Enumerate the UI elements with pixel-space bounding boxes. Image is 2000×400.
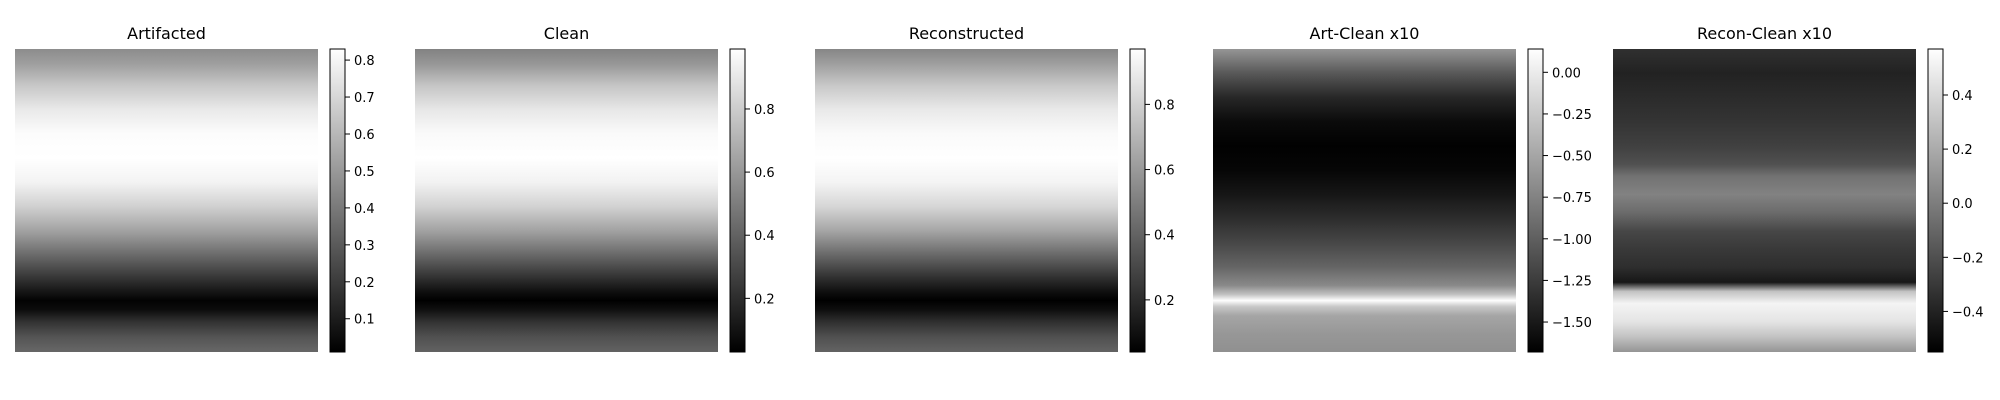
colorbar-tick-label: 0.4 [354,202,375,217]
colorbar-tick-label: 0.1 [354,313,375,328]
colorbar [329,48,346,353]
colorbar-tick-label: 0.2 [754,292,775,307]
colorbar-tick-label: 0.4 [754,229,775,244]
colorbar [1527,48,1544,353]
colorbar-tick-label: −0.2 [1952,251,1984,266]
colorbar-tick-label: 0.0 [1952,197,1973,212]
panel-2: Clean 0.2 0.4 0.6 0.8 [415,24,775,353]
colorbar-tick-label: 0.4 [1952,89,1973,104]
panel-title: Reconstructed [909,24,1024,43]
colorbar-tick-label: 0.2 [1952,143,1973,158]
colorbar-tick-label: 0.6 [754,166,775,181]
colorbar-tick-label: 0.2 [354,276,375,291]
colorbar-tick-label: 0.3 [354,239,375,254]
panel-title: Clean [544,24,589,43]
colorbar-tick-label: 0.6 [354,128,375,143]
panel-title: Art-Clean x10 [1310,24,1420,43]
colorbar-tick-label: 0.00 [1552,66,1581,81]
panel-title: Recon-Clean x10 [1697,24,1832,43]
colorbar-tick-label: 0.8 [1154,98,1175,113]
colorbar-tick-label: −1.25 [1552,274,1592,289]
heatmap-image [1213,49,1516,352]
panel-5: Recon-Clean x10 0.4 0.2 0.0 −0.2 −0.4 [1613,24,1984,353]
colorbar-tick-label: 0.4 [1154,229,1175,244]
colorbar-tick-label: −0.50 [1552,150,1592,165]
colorbar-tick-label: 0.7 [354,91,375,106]
heatmap-image [1613,49,1916,352]
colorbar-tick-label: 0.8 [754,103,775,118]
panel-1: Artifacted 0.1 0.2 0.3 0.4 0.5 0.6 0.7 0.8 [15,24,375,353]
colorbar-tick-label: 0.6 [1154,164,1175,179]
colorbar-tick-label: 0.2 [1154,294,1175,309]
colorbar-tick-label: 0.8 [354,54,375,69]
heatmap-image [415,49,718,352]
colorbar-tick-label: −0.75 [1552,191,1592,206]
panel-3: Reconstructed 0.2 0.4 0.6 0.8 [815,24,1175,353]
colorbar [1129,48,1146,353]
colorbar-tick-label: −0.25 [1552,108,1592,123]
colorbar-tick-label: −1.50 [1552,316,1592,331]
colorbar-tick-label: −0.4 [1952,305,1984,320]
heatmap-image [815,49,1118,352]
colorbar-tick-label: 0.5 [354,165,375,180]
panel-4: Art-Clean x10 0.00 −0.25 −0.50 −0.75 −1.00 −1.… [1213,24,1592,353]
panel-title: Artifacted [127,24,206,43]
colorbar-tick-label: −1.00 [1552,233,1592,248]
colorbar [1927,48,1944,353]
colorbar [729,48,746,353]
heatmap-image [15,49,318,352]
